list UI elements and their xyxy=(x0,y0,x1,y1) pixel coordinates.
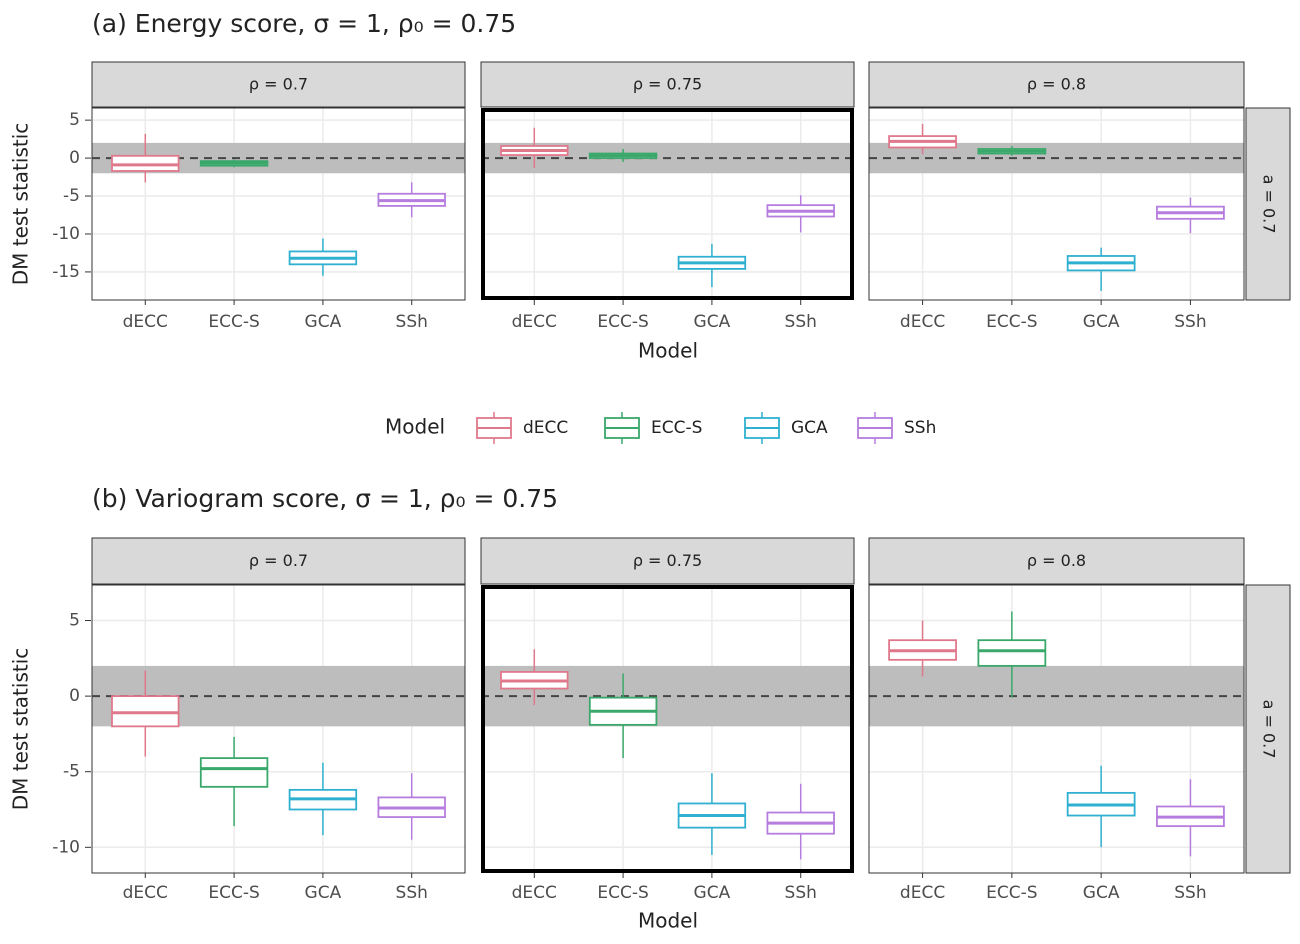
x-tick-label: dECC xyxy=(900,312,945,332)
x-tick-label: SSh xyxy=(785,312,817,332)
box xyxy=(977,639,1047,667)
x-tick-label: SSh xyxy=(1174,312,1206,332)
y-tick-label: -10 xyxy=(52,837,80,857)
box xyxy=(111,154,180,172)
strip xyxy=(91,537,466,585)
y-tick-label: 0 xyxy=(69,148,80,168)
strip-label: ρ = 0.8 xyxy=(1027,75,1086,94)
y-tick-label: -10 xyxy=(52,224,80,244)
strip xyxy=(480,61,855,108)
x-tick-label: dECC xyxy=(123,312,168,332)
legend-label: GCA xyxy=(791,418,828,438)
x-tick-label: GCA xyxy=(694,883,731,903)
x-axis-label: Model xyxy=(638,339,698,363)
x-tick-label: ECC-S xyxy=(597,883,648,903)
x-tick-label: dECC xyxy=(123,883,168,903)
strip-label: ρ = 0.8 xyxy=(1027,551,1086,570)
row-strip-label: a = 0.7 xyxy=(1260,700,1279,759)
strip-label: ρ = 0.75 xyxy=(633,551,702,570)
strip xyxy=(91,61,466,108)
box xyxy=(111,695,180,728)
x-tick-label: ECC-S xyxy=(986,883,1037,903)
strip xyxy=(868,61,1245,108)
x-tick-label: ECC-S xyxy=(597,312,648,332)
panel-background xyxy=(869,585,1244,873)
highlight-border xyxy=(481,108,854,300)
x-tick-label: GCA xyxy=(305,312,342,332)
x-tick-label: GCA xyxy=(305,883,342,903)
panel-background xyxy=(92,585,465,873)
highlight-border xyxy=(481,585,854,873)
y-tick-label: 0 xyxy=(69,686,80,706)
strip xyxy=(480,537,855,585)
row-strip-label: a = 0.7 xyxy=(1260,175,1279,234)
panel-border xyxy=(868,107,1245,301)
chart-title: (b) Variogram score, σ = 1, ρ₀ = 0.75 xyxy=(92,484,558,513)
panel-border xyxy=(868,584,1245,874)
x-axis-label: Model xyxy=(638,909,698,933)
x-tick-label: ECC-S xyxy=(208,883,259,903)
x-tick-label: dECC xyxy=(900,883,945,903)
strip xyxy=(868,537,1245,585)
y-tick-label: -5 xyxy=(63,762,80,782)
x-tick-label: SSh xyxy=(396,883,428,903)
legend-title: Model xyxy=(385,415,445,439)
box xyxy=(199,757,269,788)
y-tick-label: 5 xyxy=(69,611,80,631)
legend-label: ECC-S xyxy=(651,418,702,438)
y-tick-label: -15 xyxy=(52,262,80,282)
strip-label: ρ = 0.7 xyxy=(249,551,308,570)
x-tick-label: SSh xyxy=(396,312,428,332)
panel-background xyxy=(481,108,854,300)
x-tick-label: ECC-S xyxy=(986,312,1037,332)
x-tick-label: GCA xyxy=(1083,883,1120,903)
x-tick-label: dECC xyxy=(512,312,557,332)
y-tick-label: -5 xyxy=(63,186,80,206)
panel-border xyxy=(91,107,466,301)
strip-label: ρ = 0.75 xyxy=(633,75,702,94)
x-tick-label: dECC xyxy=(512,883,557,903)
x-tick-label: ECC-S xyxy=(208,312,259,332)
legend-label: SSh xyxy=(904,418,936,438)
row-strip xyxy=(1245,584,1291,874)
y-axis-label: DM test statistic xyxy=(9,648,33,811)
panel-border xyxy=(91,584,466,874)
x-tick-label: GCA xyxy=(1083,312,1120,332)
x-tick-label: SSh xyxy=(785,883,817,903)
y-tick-label: 5 xyxy=(69,110,80,130)
row-strip xyxy=(1245,107,1291,301)
chart-title: (a) Energy score, σ = 1, ρ₀ = 0.75 xyxy=(92,9,516,38)
y-axis-label: DM test statistic xyxy=(9,123,33,286)
x-tick-label: GCA xyxy=(694,312,731,332)
strip-label: ρ = 0.7 xyxy=(249,75,308,94)
x-tick-label: SSh xyxy=(1174,883,1206,903)
legend-label: dECC xyxy=(523,418,568,438)
